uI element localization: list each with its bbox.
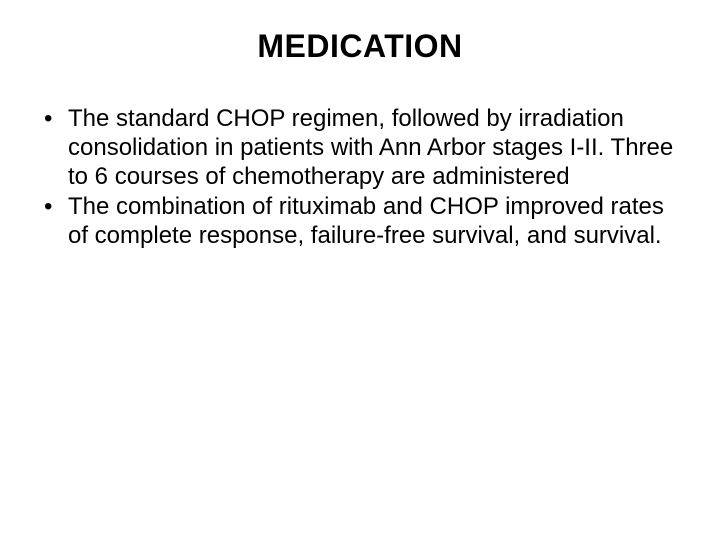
list-item: The standard CHOP regimen, followed by i…: [40, 105, 690, 191]
list-item: The combination of rituximab and CHOP im…: [40, 193, 690, 251]
slide-title: MEDICATION: [30, 28, 690, 65]
slide: MEDICATION The standard CHOP regimen, fo…: [0, 0, 720, 540]
bullet-list: The standard CHOP regimen, followed by i…: [30, 105, 690, 251]
